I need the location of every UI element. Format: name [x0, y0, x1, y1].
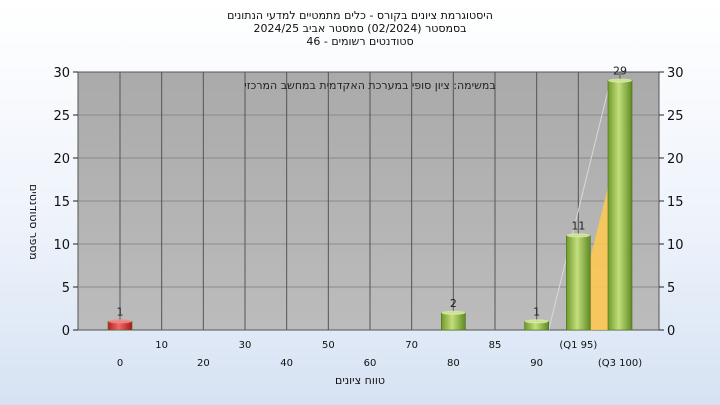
x-tick-label: 90	[530, 358, 543, 369]
y-tick-label-left: 20	[53, 152, 70, 167]
x-tick-label: 60	[364, 358, 377, 369]
y-tick-label-right: 10	[667, 238, 684, 253]
trend-line	[548, 90, 609, 331]
y-tick-label-right: 25	[667, 109, 684, 124]
x-tick-label: 70	[405, 340, 418, 351]
grid-lines	[78, 72, 659, 330]
x-tick-label: 85	[489, 340, 502, 351]
bars-layer	[107, 78, 633, 331]
y-tick-label-right: 20	[667, 152, 684, 167]
bar-cap	[566, 233, 591, 238]
title-line-2: בסמסטר (02/2024) סמסטר אביב 2024/25	[253, 22, 467, 35]
x-tick-label: 0	[117, 358, 123, 369]
chart-annotation: במשימה: ציון סופי במערכת האקדמית במחשב ה…	[244, 79, 495, 92]
bar-value-label: 29	[613, 65, 627, 78]
x-tick-label: 20	[197, 358, 210, 369]
bar-value-label: 2	[450, 297, 457, 310]
y-tick-label-left: 15	[53, 195, 70, 210]
y-tick-label-left: 30	[53, 66, 70, 81]
title-line-1: היסטוגרמת ציונים בקורס - כלים מתמטיים למ…	[227, 9, 493, 22]
y-tick-label-right: 5	[667, 281, 675, 296]
x-tick-label: 80	[447, 358, 460, 369]
x-tick-label: 10	[155, 340, 168, 351]
x-tick-label: (Q1 95)	[559, 340, 597, 351]
x-tick-label: (Q3 100)	[598, 358, 642, 369]
x-tick-label: 30	[239, 340, 252, 351]
axes-layer: 0 0 5 5 10 10 15 15 20 20 25 25 30 30 0 10 20 30 40 50 60 70 8…	[53, 66, 683, 369]
y-tick-label-right: 30	[667, 66, 684, 81]
bar	[566, 235, 591, 331]
chart-title: היסטוגרמת ציונים בקורס - כלים מתמטיים למ…	[0, 9, 720, 48]
bar	[441, 312, 466, 331]
bar-cap	[441, 310, 466, 315]
title-line-3: סטודנטים רשומים - 46	[306, 35, 414, 48]
y-tick-label-left: 10	[53, 238, 70, 253]
bar-cap	[524, 319, 549, 324]
bar-cap	[108, 319, 132, 324]
x-axis-title: טווח ציונים	[335, 374, 385, 387]
y-tick-label-left: 0	[62, 324, 70, 339]
bar-value-label: 1	[117, 305, 124, 318]
y-tick-label-left: 25	[53, 109, 70, 124]
bar-cap	[608, 78, 632, 83]
x-tick-label: 40	[280, 358, 293, 369]
bar-value-label: 1	[533, 305, 540, 318]
bar	[607, 80, 633, 331]
x-tick-label: 50	[322, 340, 335, 351]
y-tick-label-right: 0	[667, 324, 675, 339]
bar-value-label: 11	[571, 219, 585, 232]
y-axis-title: מספר סטודנטים	[27, 184, 40, 260]
y-tick-label-left: 5	[62, 281, 70, 296]
y-tick-label-right: 15	[667, 195, 684, 210]
